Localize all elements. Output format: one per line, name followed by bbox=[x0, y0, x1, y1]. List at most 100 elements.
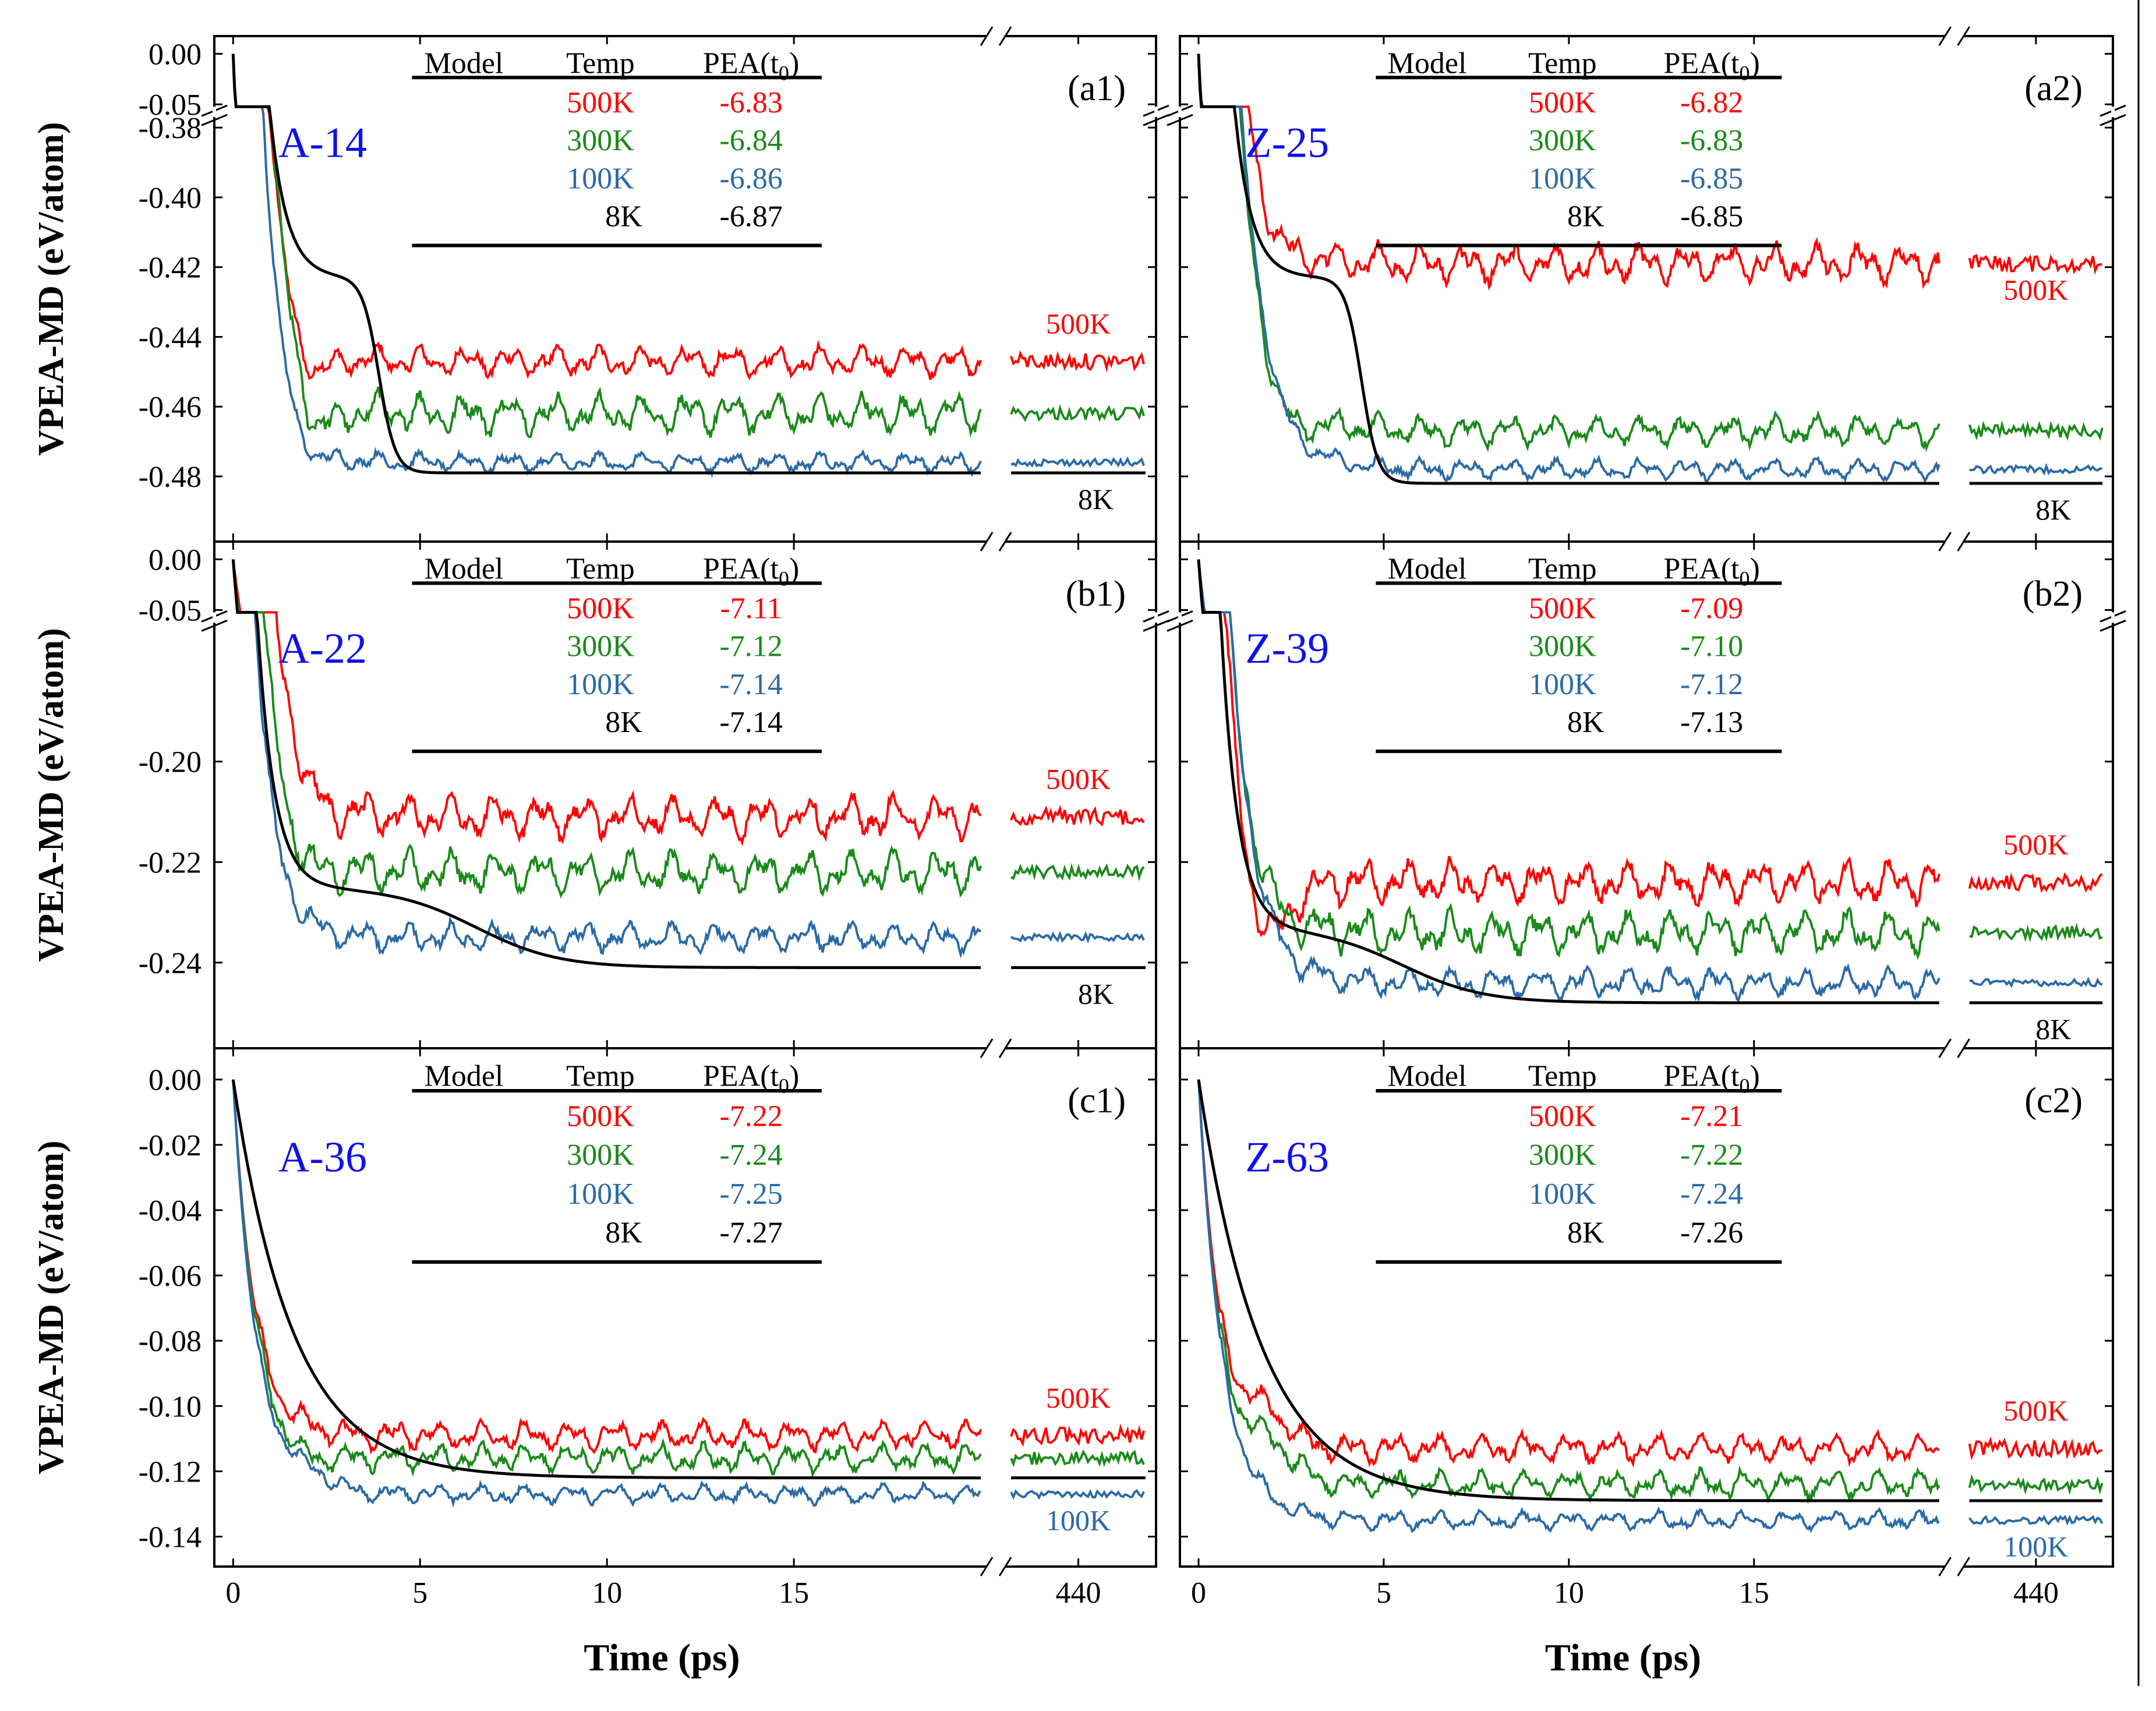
table-header-temp: Temp bbox=[1528, 553, 1597, 586]
series-end-label: 100K bbox=[2003, 1530, 2068, 1563]
series-line-500K bbox=[1197, 54, 1941, 291]
table-pea-500K: -6.82 bbox=[1680, 86, 1743, 119]
series-line-500K bbox=[1197, 560, 1941, 938]
x-break-gap bbox=[1945, 1046, 1964, 1051]
table-temp-500K: 500K bbox=[567, 592, 634, 625]
panel-label: (a2) bbox=[2024, 69, 2083, 108]
series-line-500K bbox=[1197, 1079, 1940, 1468]
table-header-temp: Temp bbox=[1528, 1060, 1597, 1093]
table-temp-100K: 100K bbox=[567, 162, 634, 195]
x-break-mark bbox=[1938, 1038, 1970, 1058]
table-header-temp: Temp bbox=[566, 47, 635, 80]
table-pea-100K: -7.12 bbox=[1680, 668, 1743, 701]
y-break-gap bbox=[213, 612, 216, 623]
series-line-8K bbox=[1197, 559, 1939, 1005]
x-break-mark bbox=[1938, 532, 1970, 552]
y-tick-label: 0.00 bbox=[149, 38, 202, 71]
y-tick-label: -0.04 bbox=[139, 1194, 202, 1228]
table-pea-8K: -6.85 bbox=[1680, 200, 1743, 233]
table-header-close: ) bbox=[789, 1060, 799, 1093]
table-temp-8K: 8K bbox=[605, 706, 642, 739]
series-tail-300K bbox=[1968, 420, 2104, 441]
table-header-subscript: 0 bbox=[779, 567, 789, 591]
series-tail-500K bbox=[1968, 1436, 2102, 1461]
y-tick-label: -0.20 bbox=[139, 746, 202, 779]
series-tail-500K bbox=[1968, 254, 2103, 275]
x-tick-label: 5 bbox=[412, 1576, 427, 1610]
table-temp-100K: 100K bbox=[1529, 1178, 1596, 1211]
x-break-gap bbox=[987, 34, 1006, 38]
series-end-label: 8K bbox=[2035, 493, 2071, 526]
series-line-100K bbox=[1197, 559, 1941, 1003]
table-temp-8K: 8K bbox=[1567, 200, 1604, 233]
series-line-300K bbox=[232, 54, 982, 439]
panel-label: (c2) bbox=[2024, 1081, 2083, 1120]
panel-frame bbox=[1179, 540, 2114, 1049]
series-end-label: 500K bbox=[1046, 1381, 1111, 1414]
table-pea-8K: -7.27 bbox=[720, 1217, 783, 1250]
x-break-mark bbox=[980, 1038, 1012, 1058]
table-pea-300K: -7.22 bbox=[1680, 1139, 1743, 1172]
series-line-100K bbox=[232, 54, 982, 479]
series-line-300K bbox=[232, 1079, 982, 1479]
table-temp-500K: 500K bbox=[1529, 1100, 1596, 1133]
table-temp-8K: 8K bbox=[1567, 1217, 1604, 1250]
table-temp-100K: 100K bbox=[567, 668, 634, 701]
y-tick-label: 0.00 bbox=[149, 543, 202, 577]
table-pea-8K: -7.14 bbox=[720, 706, 783, 739]
table-pea-8K: -7.26 bbox=[1680, 1217, 1743, 1250]
y-tick-label: -0.40 bbox=[139, 182, 202, 215]
series-line-8K bbox=[231, 54, 981, 475]
table-pea-100K: -6.85 bbox=[1680, 162, 1743, 195]
y-tick-label: -0.48 bbox=[139, 461, 202, 494]
y-tick-label: -0.46 bbox=[139, 391, 202, 424]
x-break-gap bbox=[1945, 34, 1964, 38]
y-break-gap bbox=[1154, 107, 1158, 118]
series-tail-100K bbox=[1968, 1514, 2104, 1526]
x-break-gap bbox=[987, 1046, 1006, 1051]
table-header-subscript: 0 bbox=[1739, 1074, 1749, 1098]
table-temp-100K: 100K bbox=[567, 1178, 634, 1211]
series-tail-300K bbox=[1010, 404, 1145, 422]
series-end-label: 500K bbox=[2003, 828, 2068, 861]
model-label: A-22 bbox=[278, 625, 367, 673]
series-line-300K bbox=[232, 559, 982, 899]
table-temp-100K: 100K bbox=[1529, 668, 1596, 701]
y-tick-label: -0.10 bbox=[139, 1390, 202, 1423]
series-tail-100K bbox=[1969, 462, 2102, 476]
x-break-mark bbox=[980, 532, 1012, 552]
table-header-close: ) bbox=[789, 47, 799, 80]
x-tick-label: 15 bbox=[779, 1576, 809, 1610]
x-break-gap bbox=[987, 1564, 1006, 1569]
y-tick-label: -0.42 bbox=[139, 252, 202, 285]
x-break-gap bbox=[987, 539, 1006, 544]
x-tick-label: 440 bbox=[2013, 1576, 2059, 1610]
series-tail-500K bbox=[1010, 805, 1145, 827]
table-temp-300K: 300K bbox=[1529, 630, 1596, 663]
table-temp-500K: 500K bbox=[1529, 592, 1596, 625]
y-tick-label: -0.05 bbox=[139, 594, 202, 627]
y-tick-label: -0.14 bbox=[139, 1521, 202, 1554]
series-line-100K bbox=[232, 1079, 981, 1508]
x-break-gap bbox=[1945, 539, 1964, 544]
panel-label: (c1) bbox=[1068, 1081, 1126, 1120]
panel-frame bbox=[213, 1047, 1157, 1568]
y-tick-label: -0.24 bbox=[139, 947, 202, 980]
table-temp-500K: 500K bbox=[1529, 86, 1596, 119]
y-break-gap bbox=[2111, 107, 2115, 118]
table-header-model: Model bbox=[1388, 47, 1467, 80]
series-tail-300K bbox=[1010, 1450, 1145, 1468]
table-header-temp: Temp bbox=[1528, 47, 1597, 80]
y-break-gap bbox=[1154, 612, 1158, 623]
y-break-gap bbox=[2111, 612, 2115, 623]
x-axis-title: Time (ps) bbox=[584, 1636, 740, 1679]
y-break-gap bbox=[1178, 612, 1182, 623]
y-axis-title: VPEA-MD (eV/atom) bbox=[31, 628, 71, 961]
table-header-model: Model bbox=[425, 1060, 504, 1093]
table-temp-8K: 8K bbox=[1567, 706, 1604, 739]
panel-label: (a1) bbox=[1068, 69, 1126, 108]
